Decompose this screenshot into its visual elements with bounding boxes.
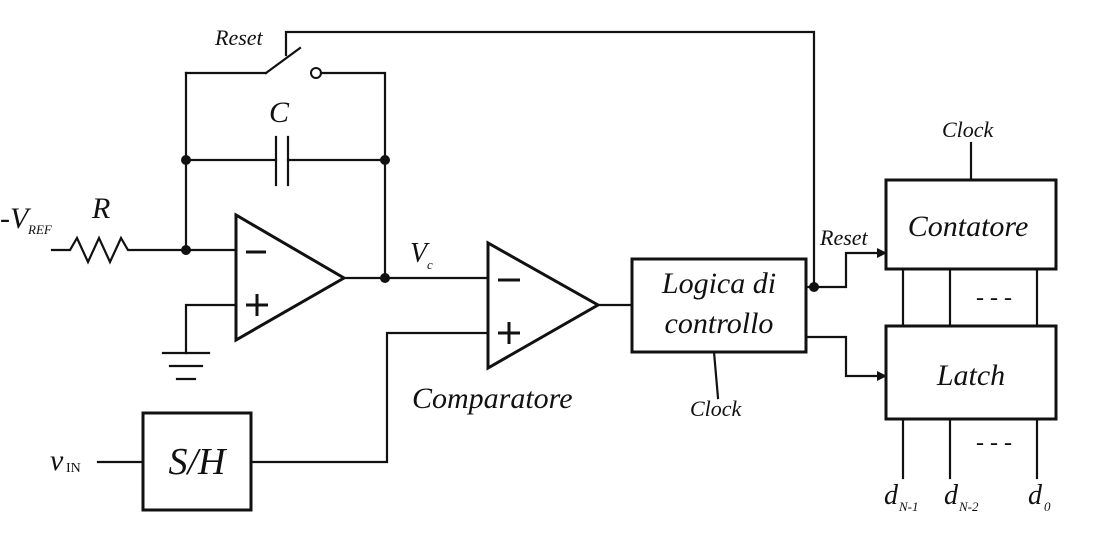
control-logic-block bbox=[630, 257, 808, 354]
junction-dot bbox=[380, 155, 390, 165]
sample-hold-label: S/H bbox=[169, 441, 229, 483]
counter-reset-wire bbox=[812, 248, 888, 289]
control-logic-label-line2: controllo bbox=[665, 307, 774, 340]
reset-switch-blade bbox=[264, 46, 302, 75]
resistor-label: R bbox=[91, 192, 110, 225]
resistor bbox=[50, 235, 188, 265]
counter-clock-label: Clock bbox=[942, 117, 995, 142]
sample-hold-block bbox=[141, 411, 253, 512]
vref-label: -V bbox=[0, 202, 32, 235]
reset-switch-label: Reset bbox=[214, 25, 264, 50]
latch-label: Latch bbox=[936, 359, 1005, 392]
output-subscript-msb: N-1 bbox=[898, 499, 919, 514]
logic-clock-label: Clock bbox=[690, 396, 743, 421]
integrator-plus-sign bbox=[246, 294, 268, 316]
comparator-opamp bbox=[486, 240, 602, 371]
vref-input: -V REF bbox=[0, 202, 53, 237]
counter-label: Contatore bbox=[908, 210, 1029, 243]
latch-enable-wire bbox=[804, 335, 888, 381]
counter-reset-label: Reset bbox=[819, 225, 869, 250]
junction-dot bbox=[181, 155, 191, 165]
junction-dot bbox=[181, 245, 191, 255]
control-logic-label-line1: Logica di bbox=[661, 267, 776, 300]
counter-block bbox=[884, 178, 1058, 271]
vc-subscript: c bbox=[427, 257, 433, 272]
junction-dot bbox=[380, 273, 390, 283]
sh-output-wire bbox=[249, 331, 490, 464]
latch-bus-dashes: - - - bbox=[976, 430, 1012, 456]
vc-label: V bbox=[410, 238, 430, 269]
output-label-msb2: d bbox=[944, 480, 959, 511]
reset-switch-wire-right bbox=[319, 71, 387, 280]
output-subscript-lsb: 0 bbox=[1044, 499, 1051, 514]
vin-label: v bbox=[50, 444, 64, 477]
output-label-msb: d bbox=[884, 480, 899, 511]
comparator-label: Comparatore bbox=[412, 382, 573, 415]
latch-block bbox=[884, 324, 1058, 421]
reset-switch-contact bbox=[310, 67, 322, 79]
vin-subscript: IN bbox=[66, 461, 81, 476]
ground-symbol bbox=[161, 351, 211, 381]
capacitor-label: C bbox=[269, 96, 290, 129]
vref-subscript: REF bbox=[27, 222, 53, 237]
comparator-plus-sign bbox=[498, 322, 520, 344]
counter-bus-dashes: - - - bbox=[976, 285, 1012, 311]
integrator-opamp bbox=[234, 212, 347, 343]
logic-clock-wire bbox=[712, 350, 720, 400]
ground-wire bbox=[184, 303, 238, 355]
output-subscript-msb2: N-2 bbox=[958, 499, 979, 514]
output-label-lsb: d bbox=[1028, 480, 1043, 511]
